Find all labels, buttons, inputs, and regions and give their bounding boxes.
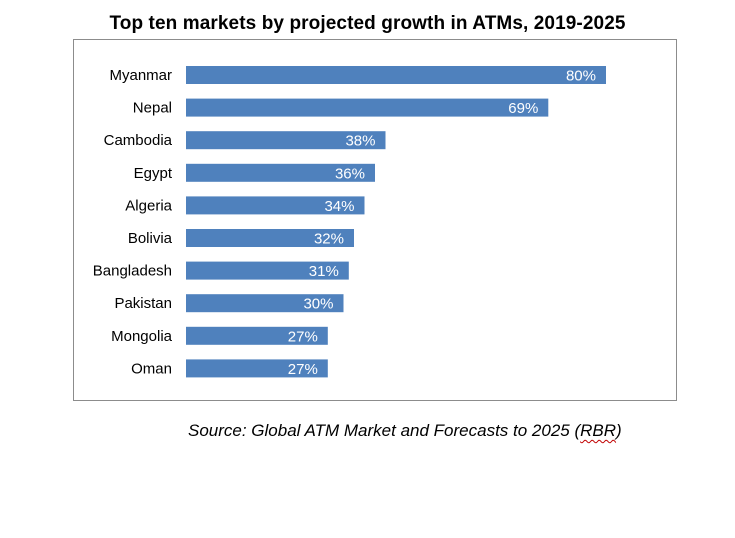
category-label-nepal: Nepal [133,100,172,117]
source-text-end: ) [616,421,622,440]
value-label-nepal: 69% [508,100,538,117]
bar-cambodia [186,131,386,150]
category-label-egypt: Egypt [134,165,173,182]
bar-myanmar [186,66,606,84]
source-abbr: RBR [580,421,617,440]
category-label-myanmar: Myanmar [109,67,172,84]
value-label-mongolia: 27% [288,328,318,345]
bar-egypt [186,163,375,182]
bar-bolivia [186,229,354,247]
source-text: Source: Global ATM Market and Forecasts … [188,421,581,440]
category-label-cambodia: Cambodia [104,132,173,149]
plot-area-frame [73,39,677,401]
bar-bangladesh [186,261,349,280]
value-label-egypt: 36% [335,165,365,182]
category-label-oman: Oman [131,360,172,377]
category-label-algeria: Algeria [125,197,172,214]
bar-mongolia [186,326,328,345]
value-label-bolivia: 32% [314,231,344,248]
value-label-myanmar: 80% [566,68,596,85]
value-label-bangladesh: 31% [309,263,339,280]
value-label-algeria: 34% [324,198,354,215]
value-label-oman: 27% [288,361,318,378]
value-label-pakistan: 30% [303,296,333,313]
bar-algeria [186,196,365,215]
category-label-pakistan: Pakistan [114,295,172,312]
source-note: Source: Global ATM Market and Forecasts … [188,421,622,441]
bar-nepal [186,98,549,117]
category-label-mongolia: Mongolia [111,328,173,345]
value-label-cambodia: 38% [345,133,375,150]
category-label-bolivia: Bolivia [128,230,173,247]
chart-title: Top ten markets by projected growth in A… [109,13,626,34]
bar-oman [186,359,328,378]
category-label-bangladesh: Bangladesh [93,263,172,280]
bar-pakistan [186,294,344,313]
